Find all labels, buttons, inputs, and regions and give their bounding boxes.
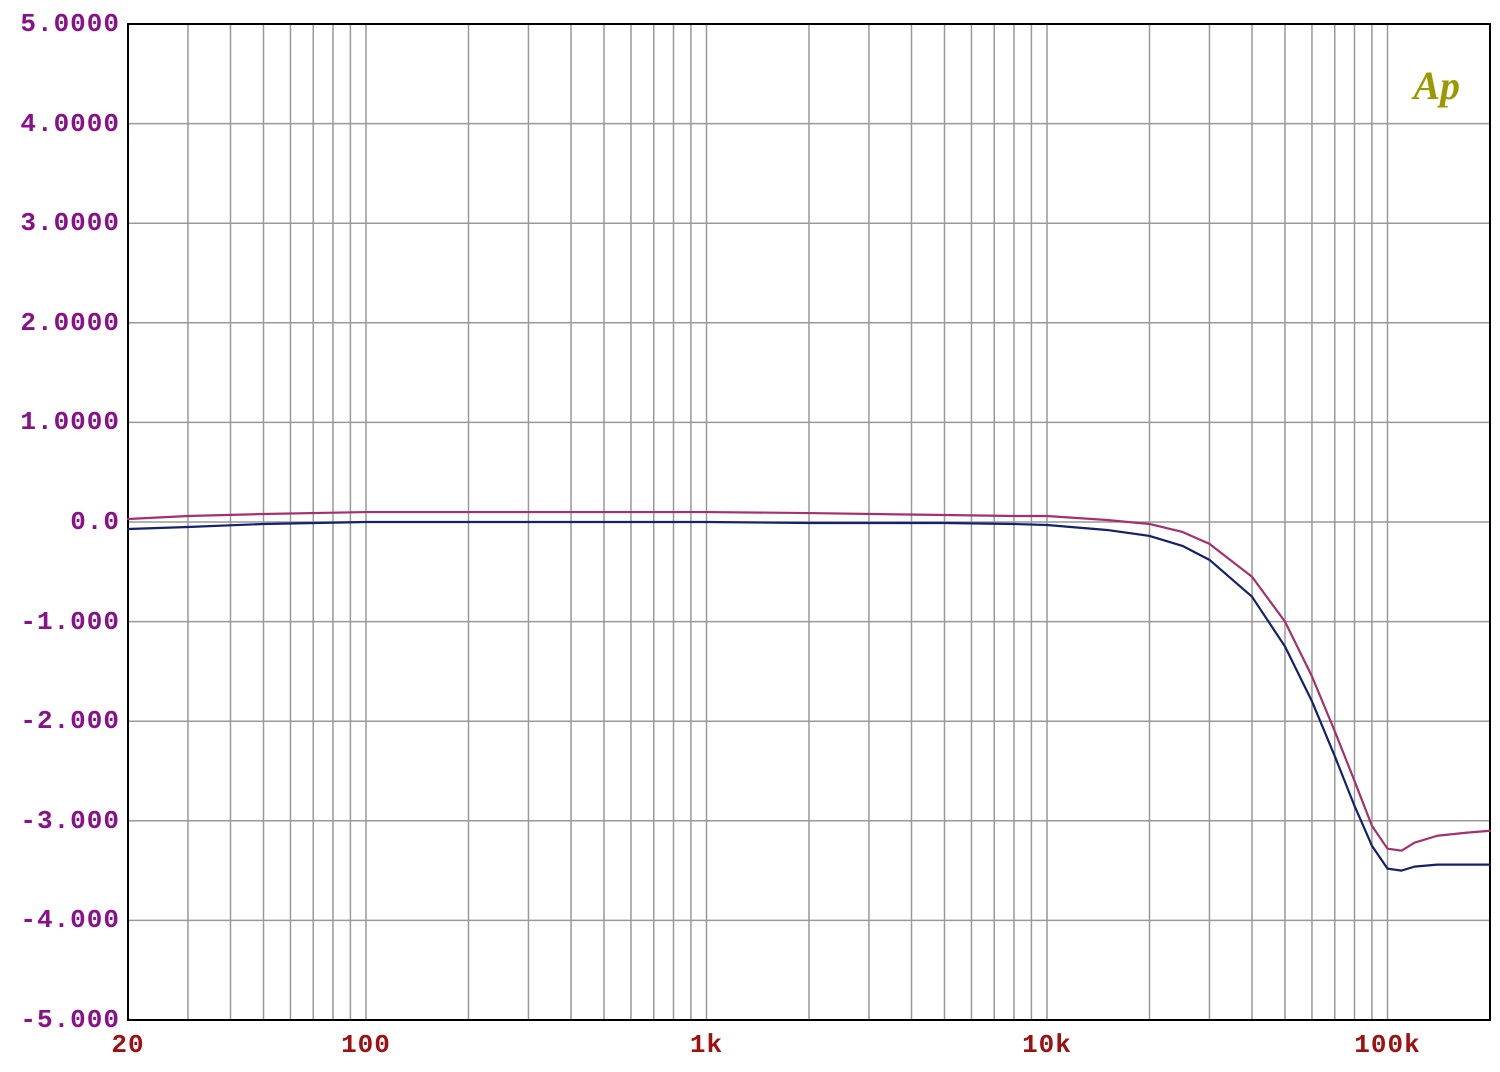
- x-tick-label: 100k: [1354, 1030, 1420, 1060]
- frequency-response-chart: 5.0000 4.0000 3.0000 2.0000 1.0000 0.0 -1.000 -…: [0, 0, 1500, 1072]
- y-tick-label: 4.0000: [20, 109, 120, 139]
- chart-svg: [0, 0, 1500, 1072]
- y-tick-label: 1.0000: [20, 407, 120, 437]
- y-tick-label: -3.000: [20, 806, 120, 836]
- y-tick-label: 2.0000: [20, 308, 120, 338]
- y-tick-label: 0.0: [70, 507, 120, 537]
- y-tick-label: 5.0000: [20, 9, 120, 39]
- x-tick-label: 100: [341, 1030, 391, 1060]
- x-tick-label: 20: [111, 1030, 144, 1060]
- x-tick-label: 10k: [1022, 1030, 1072, 1060]
- x-tick-label: 1k: [690, 1030, 723, 1060]
- y-tick-label: -4.000: [20, 905, 120, 935]
- y-tick-label: -5.000: [20, 1005, 120, 1035]
- y-tick-label: 3.0000: [20, 208, 120, 238]
- y-tick-label: -2.000: [20, 706, 120, 736]
- ap-watermark: Ap: [1413, 62, 1460, 109]
- y-tick-label: -1.000: [20, 607, 120, 637]
